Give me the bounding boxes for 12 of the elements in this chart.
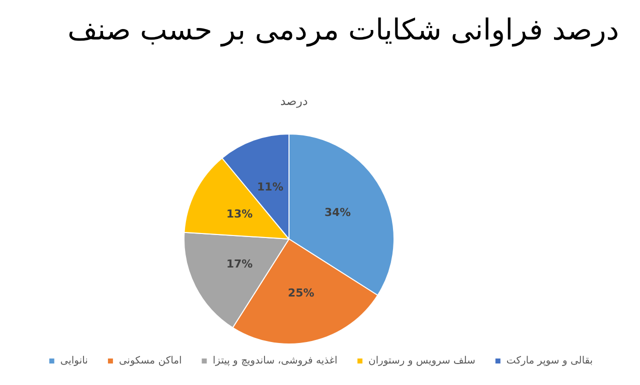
data-label: 34% (324, 206, 351, 219)
data-label: 11% (257, 180, 284, 194)
data-label: 25% (288, 286, 314, 300)
chart-title: درصد فراوانی شکایات مردمی بر حسب صنف (67, 12, 620, 48)
legend-label: اغذیه فروشی، ساندویچ و پیتزا (212, 356, 338, 366)
legend-label: سلف سرویس و رستوران (368, 356, 476, 366)
legend-label: اماکن مسکونی (118, 356, 182, 366)
data-label: 13% (226, 207, 253, 220)
chart-subtitle: درصد (280, 94, 308, 108)
data-label: 17% (226, 258, 253, 271)
legend-label: بقالی و سوپر مارکت (506, 356, 593, 366)
legend-label: نانوایی (60, 356, 88, 366)
